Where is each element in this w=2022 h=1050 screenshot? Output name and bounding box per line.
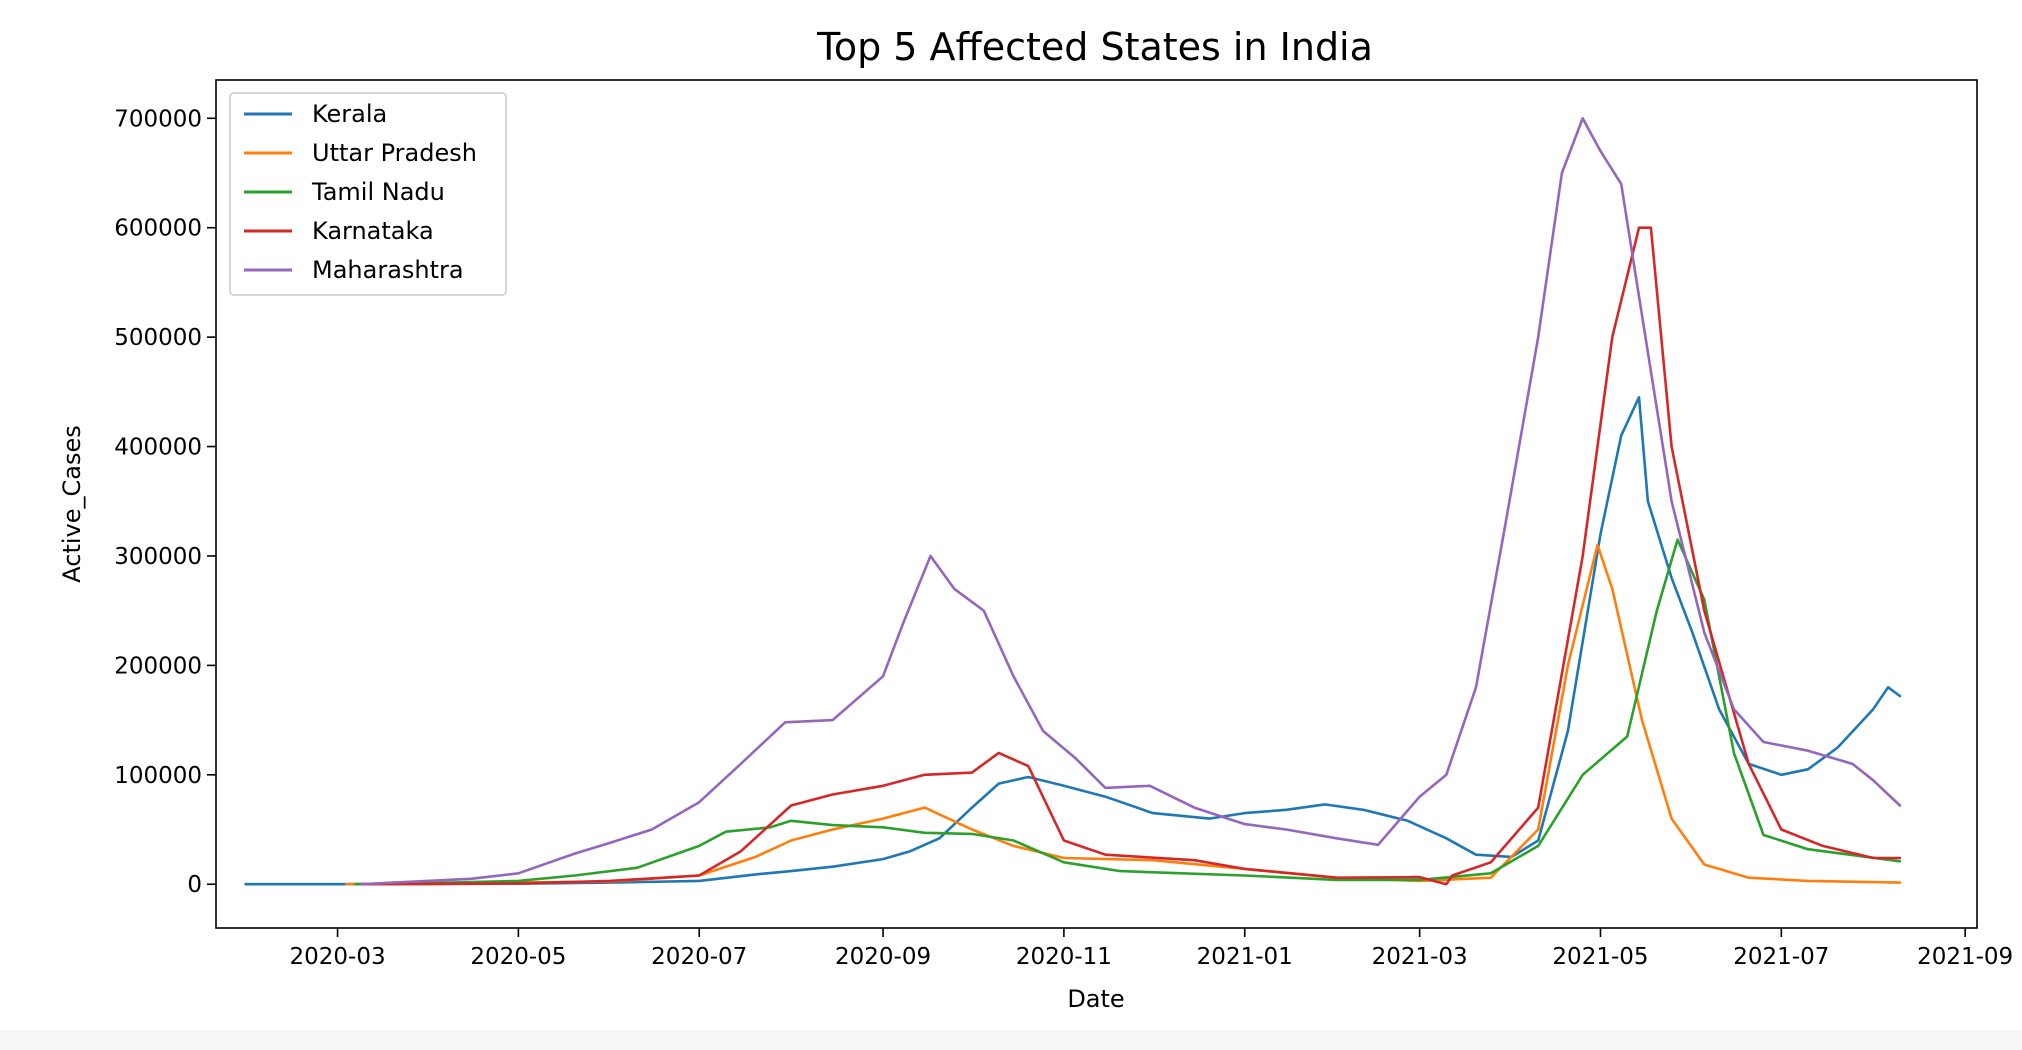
legend-box: [229, 92, 507, 296]
bottom-strip: [0, 1030, 2022, 1050]
y-tick-label: 700000: [114, 106, 202, 132]
x-tick-label: 2021-09: [1917, 944, 2013, 970]
series-layer: [244, 117, 1902, 886]
y-tick-label: 400000: [114, 435, 202, 461]
x-tick-label: 2021-01: [1197, 944, 1293, 970]
y-axis-label: Active_Cases: [58, 425, 86, 582]
x-axis: 2020-03 2020-05 2020-07 2020-09 2020-11 2021-…: [289, 928, 2013, 970]
y-tick-label: 600000: [114, 216, 202, 242]
legend-label: Uttar Pradesh: [312, 139, 477, 167]
legend-label: Maharashtra: [312, 256, 464, 284]
x-tick-label: 2021-07: [1733, 944, 1829, 970]
x-tick-label: 2020-11: [1016, 944, 1112, 970]
y-tick-label: 300000: [114, 544, 202, 570]
legend-label: Karnataka: [312, 217, 434, 245]
legend-label: Tamil Nadu: [311, 178, 445, 206]
y-axis: 0 100000 200000 300000 400000 500000 600000 700…: [114, 106, 216, 898]
plot-area-frame: [215, 79, 1978, 929]
x-tick-label: 2020-09: [835, 944, 931, 970]
series-line-uttar-pradesh: [345, 543, 1902, 886]
series-line-tamil-nadu: [354, 538, 1902, 886]
x-tick-label: 2020-03: [289, 944, 385, 970]
x-axis-label: Date: [1067, 985, 1124, 1013]
x-tick-label: 2020-05: [470, 944, 566, 970]
legend: Kerala Uttar Pradesh Tamil Nadu Karnataka Ma…: [229, 92, 507, 296]
x-tick-label: 2021-03: [1372, 944, 1468, 970]
series-line-karnataka: [360, 226, 1902, 886]
chart-title: Top 5 Affected States in India: [816, 25, 1373, 69]
y-tick-label: 0: [187, 872, 202, 898]
series-line-kerala: [244, 396, 1902, 886]
y-tick-label: 100000: [114, 763, 202, 789]
x-tick-label: 2020-07: [651, 944, 747, 970]
legend-label: Kerala: [312, 100, 387, 128]
x-tick-label: 2021-05: [1552, 944, 1648, 970]
y-tick-label: 500000: [114, 325, 202, 351]
series-line-maharashtra: [360, 117, 1902, 886]
y-tick-label: 200000: [114, 653, 202, 679]
